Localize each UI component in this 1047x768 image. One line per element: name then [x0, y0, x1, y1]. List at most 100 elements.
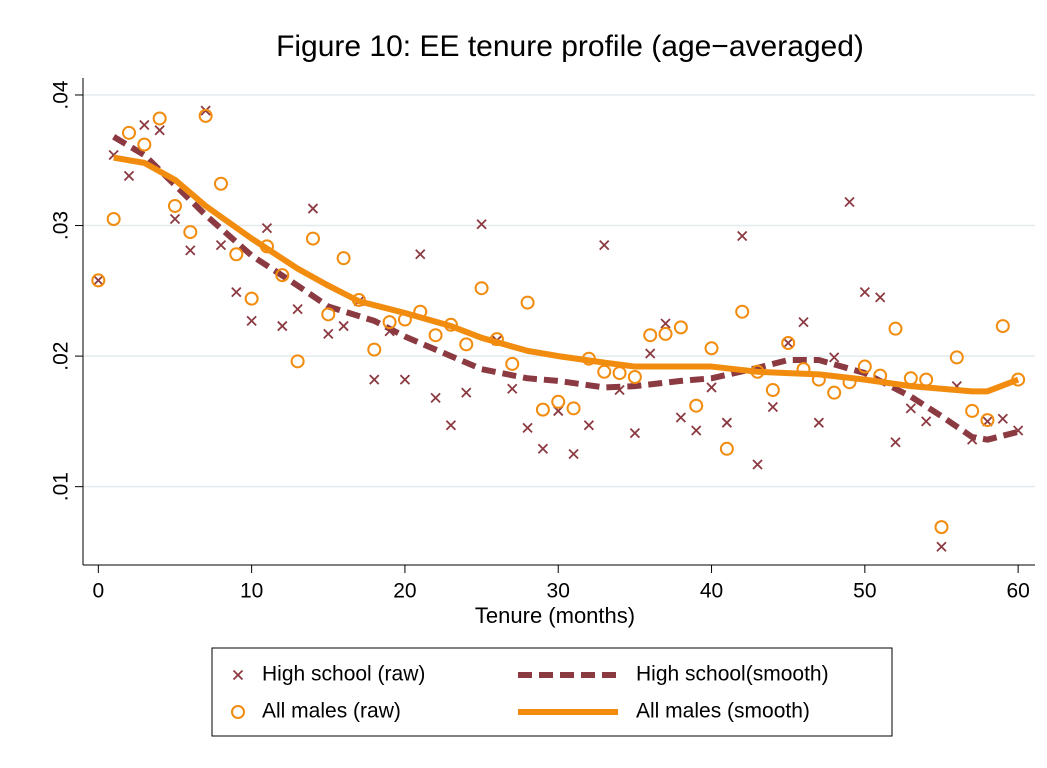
point [183, 225, 198, 240]
point [829, 352, 840, 363]
point [660, 318, 671, 329]
point [459, 337, 474, 352]
point [905, 403, 916, 414]
point [246, 315, 257, 326]
legend-symbol [231, 705, 245, 719]
point [336, 251, 351, 266]
point [568, 448, 579, 460]
point [430, 392, 441, 404]
point [783, 337, 794, 349]
point [445, 420, 457, 431]
point [675, 412, 687, 423]
point [139, 119, 150, 131]
legend-symbol [232, 669, 244, 681]
point [995, 319, 1010, 334]
point [673, 320, 688, 335]
point [461, 387, 472, 398]
point [307, 203, 319, 214]
point [121, 125, 136, 140]
legend-label: High school(smooth) [636, 663, 829, 686]
y-tick-label: .01 [50, 472, 73, 501]
point [277, 320, 288, 332]
point [93, 275, 104, 286]
point [875, 292, 886, 303]
legend-label: All males (raw) [262, 700, 401, 723]
legend-label: All males (smooth) [636, 700, 810, 723]
point [152, 111, 167, 126]
point [198, 108, 213, 123]
point [215, 239, 227, 251]
point [167, 198, 182, 213]
point [813, 417, 824, 428]
x-axis-label: Tenure (months) [475, 603, 635, 628]
point [369, 374, 380, 385]
x-tick-label: 50 [853, 580, 876, 603]
point [583, 420, 595, 431]
point [399, 374, 411, 385]
point [367, 342, 382, 357]
point [551, 394, 566, 409]
smooth-line [113, 154, 1020, 395]
point [965, 403, 980, 418]
legend-label: High school (raw) [262, 663, 425, 686]
point [857, 359, 872, 374]
point [798, 317, 809, 328]
point [154, 125, 165, 136]
point [123, 170, 135, 182]
point [382, 315, 397, 330]
point [229, 247, 244, 262]
point [721, 417, 733, 428]
point [936, 541, 947, 552]
point [169, 213, 181, 225]
point [597, 364, 612, 379]
point [599, 239, 610, 251]
x-tick-label: 0 [92, 580, 104, 603]
point [137, 137, 152, 152]
point [888, 321, 903, 336]
point [844, 196, 855, 208]
legend-box [211, 647, 893, 737]
point [520, 295, 535, 310]
point [106, 212, 121, 227]
point [643, 328, 658, 343]
x-tick-label: 10 [240, 580, 263, 603]
chart-title: Figure 10: EE tenure profile (age−averag… [276, 30, 864, 63]
point [949, 350, 964, 365]
point [689, 398, 704, 413]
point [474, 281, 489, 296]
point [691, 425, 702, 436]
point [767, 401, 778, 413]
x-tick-label: 40 [700, 580, 723, 603]
point [627, 369, 642, 384]
point [244, 291, 259, 306]
y-tick-label: .04 [50, 80, 73, 110]
point [275, 268, 290, 283]
point [505, 356, 520, 371]
point [290, 354, 305, 369]
point [566, 401, 581, 416]
point [321, 307, 336, 322]
point [980, 413, 995, 428]
point [428, 328, 443, 343]
point [629, 427, 641, 439]
point [827, 385, 842, 400]
point [934, 520, 949, 535]
point [658, 326, 673, 341]
point [890, 437, 901, 448]
point [231, 286, 242, 298]
point [781, 336, 796, 351]
point [323, 328, 334, 340]
point [737, 230, 748, 242]
point [305, 231, 320, 246]
point [735, 304, 750, 319]
x-tick-label: 60 [1006, 580, 1029, 603]
point [261, 223, 273, 234]
y-tick-label: .02 [50, 341, 73, 370]
point [338, 320, 349, 332]
point [537, 443, 549, 454]
point [476, 219, 487, 230]
point [645, 348, 656, 359]
point [719, 441, 734, 456]
